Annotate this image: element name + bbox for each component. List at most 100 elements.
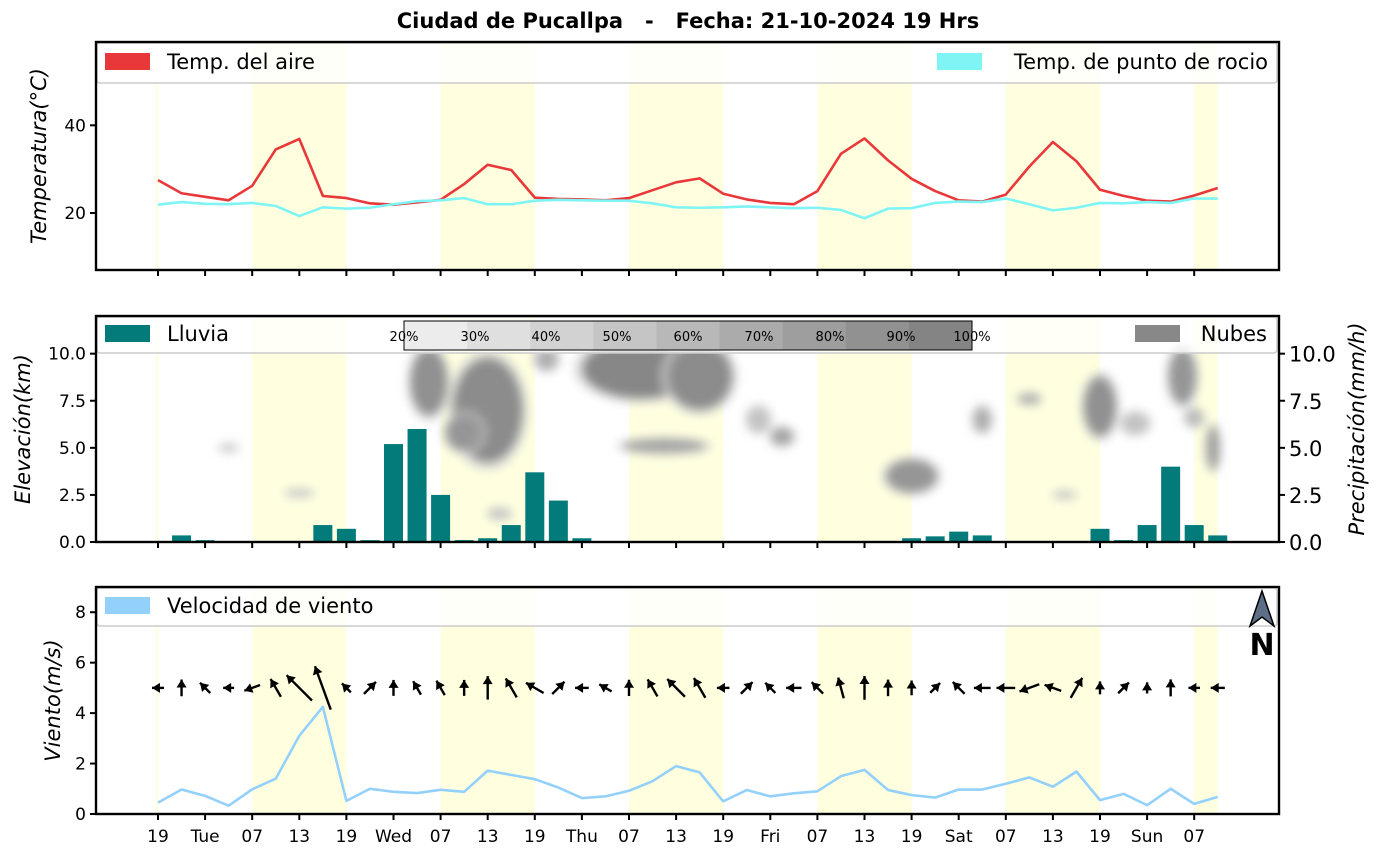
y-tick-label-right: 0.0: [1289, 531, 1322, 555]
wind-arrow: [624, 679, 634, 697]
colorbar-segment: [467, 321, 531, 350]
wind-arrow: [740, 681, 754, 695]
wind-arrow-head: [952, 681, 962, 692]
wind-arrow-head: [1044, 682, 1054, 693]
colorbar-label: 30%: [461, 330, 490, 345]
wind-arrow: [388, 679, 399, 696]
x-tick-label: 19: [336, 827, 358, 847]
cloud-blob: [1205, 425, 1221, 471]
wind-arrow: [692, 677, 707, 699]
y-axis-label: Viento(m/s): [41, 639, 65, 761]
wind-arrow: [575, 682, 589, 693]
temperature-panel: 20 40 Temp. del aire Temp. de punto de roci…: [27, 40, 1281, 276]
y-tick-label: 6: [75, 654, 86, 674]
cloud-blob: [487, 508, 512, 520]
wind-arrow: [883, 679, 894, 697]
wind-arrow: [973, 682, 991, 693]
rain-bar: [972, 535, 992, 542]
cloud-blob: [219, 444, 239, 452]
day-band: [1194, 316, 1218, 542]
x-tick-label: 13: [1042, 827, 1064, 847]
wind-speed-line: [157, 705, 1219, 807]
colorbar-label: 90%: [887, 330, 916, 345]
cloud-blob: [1017, 393, 1042, 405]
wind-arrow: [906, 680, 917, 696]
rain-bar: [384, 444, 403, 542]
day-band: [155, 587, 158, 814]
wind-arrow-head: [270, 678, 279, 689]
wind-arrow-head: [482, 676, 493, 685]
wind-arrow-head: [1165, 679, 1176, 688]
wind-arrow: [1188, 682, 1200, 693]
legend-label-rain: Lluvia: [167, 322, 229, 346]
rain-bar: [501, 525, 521, 542]
wind-panel: 0 2 4 6 8 Velocidad de viento N Viento(m/s) 19 Tu…: [41, 585, 1281, 847]
x-tick-label: 13: [288, 827, 310, 847]
colorbar-label: 100%: [953, 330, 990, 345]
y-tick-label-right: 7.5: [1289, 390, 1322, 414]
cloud-blob: [1052, 491, 1077, 499]
wind-arrow-head: [906, 680, 917, 689]
colorbar-label: 20%: [390, 330, 419, 345]
wind-arrow-head: [286, 675, 296, 685]
wind-arrow-head: [743, 682, 753, 692]
y-tick-label: 2: [75, 755, 86, 775]
wind-arrow-head: [525, 682, 536, 692]
y-tick-label: 40: [64, 116, 86, 136]
wind-arrow: [666, 678, 686, 698]
cloud-blob: [445, 413, 483, 452]
x-tick-label: Tue: [190, 827, 220, 847]
wind-arrow: [996, 682, 1016, 693]
wind-arrow: [716, 682, 730, 693]
colorbar-label: 60%: [674, 330, 703, 345]
rain-bar: [407, 429, 427, 542]
wind-arrow: [1019, 683, 1040, 694]
y-tick-label-right: 10.0: [1289, 343, 1336, 367]
wind-arrow: [598, 683, 613, 693]
plot-frame: [94, 585, 1281, 816]
wind-arrow: [1165, 679, 1176, 697]
colorbar-segment: [593, 321, 657, 350]
plot-frame: [94, 314, 1281, 544]
day-band: [1194, 42, 1218, 270]
y-tick-label: 7.5: [59, 392, 86, 412]
wind-arrow-head: [930, 682, 941, 693]
north-arrow-icon: [1248, 588, 1276, 629]
wind-arrow: [269, 678, 282, 698]
rain-bar: [572, 538, 592, 542]
x-tick-label: 13: [665, 827, 687, 847]
wind-arrow-head: [693, 677, 703, 688]
colorbar-segment: [908, 321, 973, 350]
wind-arrow-head: [859, 676, 870, 685]
wind-arrow: [764, 681, 777, 694]
rain-bar: [925, 536, 945, 542]
wind-arrow: [341, 682, 352, 694]
cloud-blob: [885, 459, 938, 494]
rain-bar: [525, 472, 545, 542]
cloud-blob: [1168, 348, 1197, 405]
wind-arrow-head: [1188, 682, 1197, 693]
wind-arrow-head: [436, 680, 445, 691]
y-tick-label: 0: [75, 805, 86, 825]
wind-arrow: [525, 681, 545, 695]
north-label: N: [1249, 628, 1274, 663]
rain-bar: [1137, 525, 1157, 542]
x-tick-label: 07: [1183, 827, 1205, 847]
rain-bar: [1184, 525, 1204, 542]
legend-label-air: Temp. del aire: [166, 50, 315, 74]
wind-arrow: [1069, 677, 1084, 699]
x-tick-label: Fri: [760, 827, 780, 847]
wind-arrow-head: [716, 682, 725, 693]
day-band: [1194, 587, 1218, 814]
wind-arrow: [435, 680, 446, 696]
wind-arrow: [243, 683, 261, 693]
colorbar-segment: [656, 321, 721, 350]
rain-bar: [313, 525, 333, 542]
cloud-blob: [409, 348, 448, 416]
x-tick-label: Wed: [375, 827, 412, 847]
wind-arrow: [363, 681, 377, 695]
y-tick-label-right: 2.5: [1289, 484, 1322, 508]
wind-arrow-head: [176, 679, 187, 688]
legend-swatch-wind: [105, 597, 150, 614]
wind-arrow-head: [555, 681, 565, 691]
